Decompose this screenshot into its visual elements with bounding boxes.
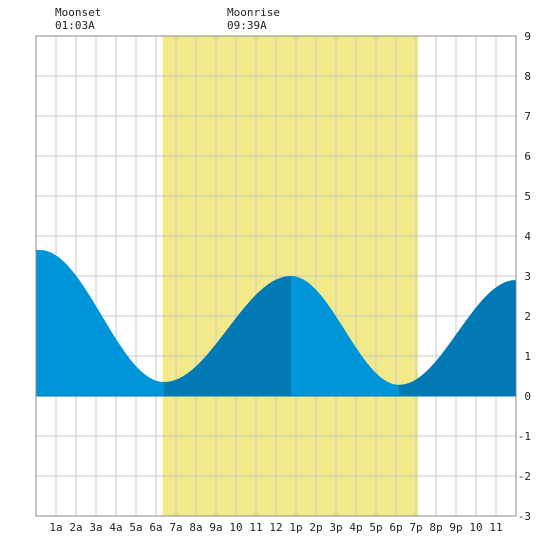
x-tick-label: 11 <box>249 521 262 534</box>
rising-tide-area <box>164 276 291 396</box>
x-tick-label: 6a <box>149 521 162 534</box>
x-tick-label: 5p <box>369 521 382 534</box>
x-tick-label: 4p <box>349 521 362 534</box>
x-tick-label: 3a <box>89 521 102 534</box>
moonrise-label: Moonrise <box>227 6 280 19</box>
x-tick-labels: 1a 2a 3a 4a 5a 6a 7a 8a 9a 10 11 12 1p 2p 3p 4p 5p 6p 7p 8p… <box>49 521 502 534</box>
y-tick-label: -3 <box>518 510 531 523</box>
y-tick-label: 2 <box>524 310 531 323</box>
x-tick-label: 1a <box>49 521 62 534</box>
x-tick-label: 10 <box>469 521 482 534</box>
x-tick-label: 3p <box>329 521 342 534</box>
x-tick-label: 9p <box>449 521 462 534</box>
y-tick-label: 7 <box>524 110 531 123</box>
y-tick-label: 4 <box>524 230 531 243</box>
x-tick-label: 12 <box>269 521 282 534</box>
y-tick-label: -1 <box>518 430 531 443</box>
rising-tide-area <box>399 280 516 396</box>
x-tick-label: 10 <box>229 521 242 534</box>
y-tick-label: 9 <box>524 30 531 43</box>
x-tick-label: 5a <box>129 521 142 534</box>
x-tick-label: 8a <box>189 521 202 534</box>
x-tick-label: 2a <box>69 521 82 534</box>
plot-frame <box>35 35 517 517</box>
falling-tide-area <box>291 276 399 396</box>
x-tick-label: 1p <box>289 521 302 534</box>
x-tick-label: 2p <box>309 521 322 534</box>
y-tick-label: -2 <box>518 470 531 483</box>
y-tick-label: 5 <box>524 190 531 203</box>
y-tick-label: 3 <box>524 270 531 283</box>
tide-areas <box>36 250 516 396</box>
y-tick-label: 6 <box>524 150 531 163</box>
grid-lines <box>36 36 516 516</box>
moonset-label: Moonset <box>55 6 101 19</box>
moonset-time: 01:03A <box>55 19 95 32</box>
y-tick-label: 1 <box>524 350 531 363</box>
moonrise-time: 09:39A <box>227 19 267 32</box>
x-tick-label: 7p <box>409 521 422 534</box>
x-tick-label: 7a <box>169 521 182 534</box>
y-tick-label: 0 <box>524 390 531 403</box>
x-tick-label: 6p <box>389 521 402 534</box>
y-tick-labels: 9 8 7 6 5 4 3 2 1 0 -1 -2 -3 <box>518 30 532 523</box>
x-tick-label: 4a <box>109 521 122 534</box>
falling-tide-area <box>36 250 164 396</box>
x-tick-label: 8p <box>429 521 442 534</box>
x-tick-label: 11 <box>489 521 502 534</box>
y-tick-label: 8 <box>524 70 531 83</box>
x-tick-label: 9a <box>209 521 222 534</box>
